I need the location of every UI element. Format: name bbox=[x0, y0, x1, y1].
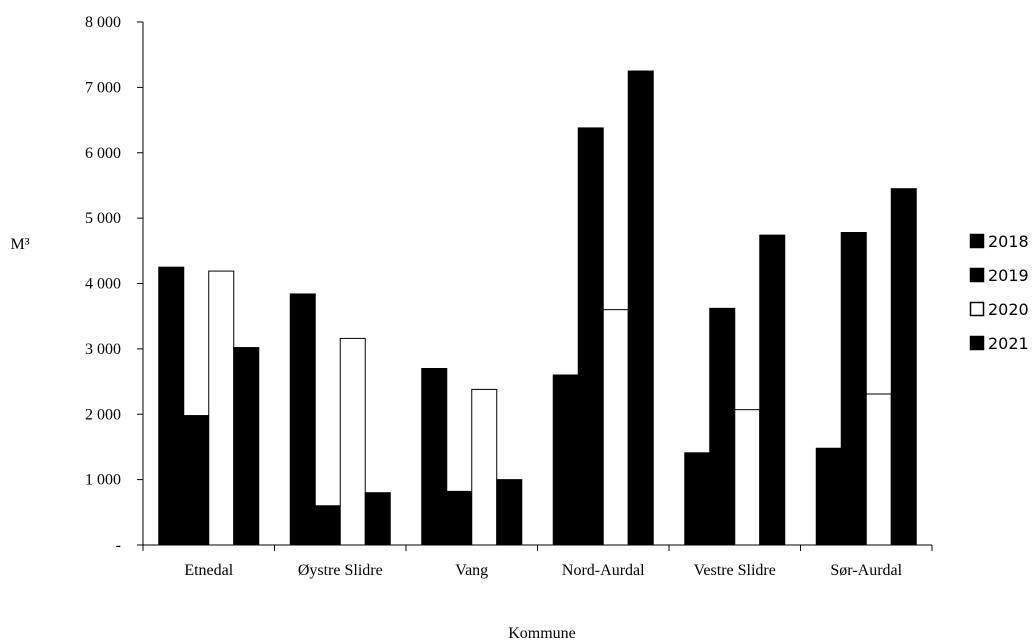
legend-swatch-2020 bbox=[969, 301, 985, 317]
legend-swatch-2018 bbox=[969, 233, 985, 249]
bars bbox=[158, 70, 917, 546]
x-tick-label: Nord-Aurdal bbox=[562, 562, 645, 579]
legend-label-2019: 2019 bbox=[988, 266, 1029, 285]
bar-2019-Øystre Slidre bbox=[314, 505, 341, 546]
x-tick-label: Vestre Slidre bbox=[694, 562, 776, 579]
bar-2019-Nord-Aurdal bbox=[577, 127, 604, 546]
x-axis: Etnedal Øystre Slidre Vang Nord-Aurdal Vestr… bbox=[142, 544, 933, 579]
x-tick-label: Etnedal bbox=[184, 562, 233, 579]
y-axis-title: M³ bbox=[10, 236, 29, 253]
bar-2018-Nord-Aurdal bbox=[552, 374, 579, 546]
bar-2018-Sør-Aurdal bbox=[815, 447, 842, 546]
y-tick-label: 1 000 bbox=[85, 472, 121, 489]
bar-2020-Etnedal bbox=[208, 270, 235, 546]
bar-2018-Øystre Slidre bbox=[289, 293, 316, 546]
bar-2018-Vestre Slidre bbox=[684, 452, 711, 546]
legend-swatch-2019 bbox=[969, 267, 985, 283]
x-tick-label: Vang bbox=[455, 562, 488, 579]
bar-2020-Vestre Slidre bbox=[734, 409, 761, 546]
x-axis-title: Kommune bbox=[508, 625, 576, 642]
legend-label-2020: 2020 bbox=[988, 300, 1029, 319]
y-tick-label: 5 000 bbox=[85, 210, 121, 227]
legend-label-2021: 2021 bbox=[988, 334, 1029, 353]
legend-swatch-2021 bbox=[969, 335, 985, 351]
bar-2020-Vang bbox=[471, 388, 498, 546]
y-tick-label: 2 000 bbox=[85, 406, 121, 423]
bar-2020-Nord-Aurdal bbox=[602, 309, 629, 546]
y-tick-label: 8 000 bbox=[85, 14, 121, 31]
bar-2020-Øystre Slidre bbox=[339, 337, 366, 546]
bar-2019-Vang bbox=[446, 490, 473, 546]
y-tick-label: 7 000 bbox=[85, 79, 121, 96]
bar-2020-Sør-Aurdal bbox=[865, 393, 892, 546]
bar-2021-Øystre Slidre bbox=[364, 492, 391, 546]
bar-2021-Sør-Aurdal bbox=[890, 188, 917, 546]
bar-2019-Etnedal bbox=[183, 415, 210, 546]
y-tick-label: 4 000 bbox=[85, 276, 121, 293]
legend: 2018 2019 2020 2021 bbox=[969, 232, 1029, 353]
bar-2021-Vang bbox=[496, 479, 523, 546]
y-tick-label: 3 000 bbox=[85, 341, 121, 358]
y-tick-label: 6 000 bbox=[85, 145, 121, 162]
bar-2021-Vestre Slidre bbox=[759, 234, 786, 546]
bar-2019-Sør-Aurdal bbox=[840, 232, 867, 546]
legend-label-2018: 2018 bbox=[988, 232, 1029, 251]
bar-2021-Etnedal bbox=[233, 347, 260, 546]
x-tick-label: Øystre Slidre bbox=[298, 562, 383, 579]
bar-2021-Nord-Aurdal bbox=[627, 70, 654, 546]
bar-2019-Vestre Slidre bbox=[709, 307, 736, 546]
bar-2018-Vang bbox=[421, 367, 448, 546]
bar-2018-Etnedal bbox=[158, 266, 185, 546]
y-axis: - 1 000 2 000 3 000 4 000 5 000 6 000 7 000 8 00… bbox=[85, 14, 144, 554]
y-tick-label: - bbox=[116, 537, 121, 554]
x-tick-label: Sør-Aurdal bbox=[830, 562, 902, 579]
